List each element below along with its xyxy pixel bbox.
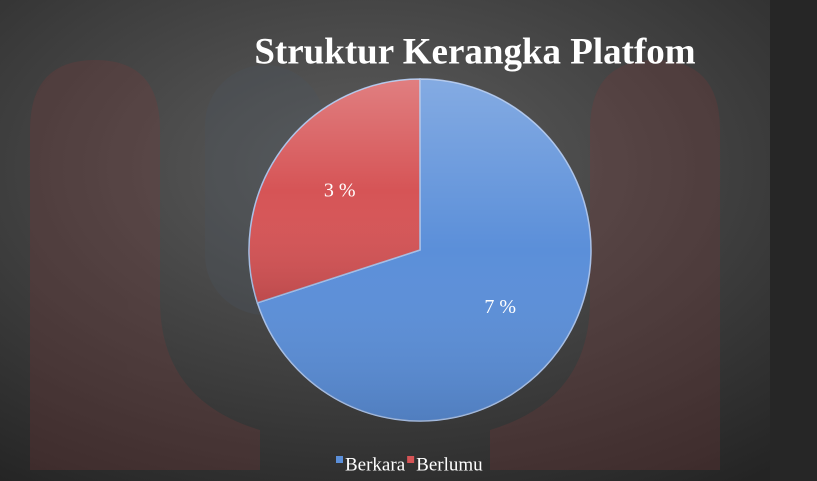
legend-label: Berlumu [416, 454, 483, 475]
legend: Berkara Berlumu [336, 454, 483, 475]
slice-shine [257, 79, 591, 421]
slice-shine [248, 79, 420, 303]
chart-title: Struktur Kerangka Platfom [254, 31, 695, 72]
data-label: 7 % [484, 296, 516, 318]
data-label: 3 % [324, 179, 356, 201]
legend-marker [336, 456, 343, 463]
side-band [770, 0, 817, 481]
legend-marker [407, 456, 415, 463]
pie: 7 % 3 % [248, 78, 592, 422]
legend-label: Berkara [345, 454, 406, 475]
